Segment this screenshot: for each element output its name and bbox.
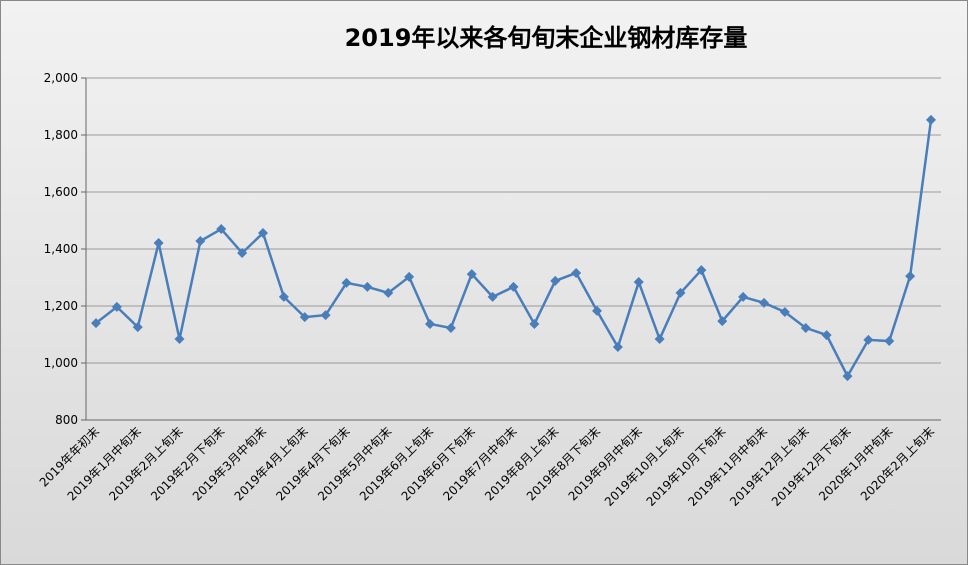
point	[111, 301, 122, 312]
point	[884, 336, 895, 347]
point	[278, 291, 289, 302]
point	[216, 224, 227, 235]
point	[299, 312, 310, 323]
point	[800, 322, 811, 333]
point	[529, 318, 540, 329]
point	[487, 291, 498, 302]
point	[383, 287, 394, 298]
point	[571, 267, 582, 278]
y-tick-label: 1,800	[44, 128, 78, 142]
point	[132, 322, 143, 333]
y-tick-label: 800	[55, 413, 78, 427]
point	[341, 277, 352, 288]
point	[696, 265, 707, 276]
point	[675, 287, 686, 298]
point	[779, 306, 790, 317]
point	[174, 334, 185, 345]
point	[153, 238, 164, 249]
point	[592, 305, 602, 316]
point	[926, 114, 936, 125]
y-tick-label: 2,000	[44, 71, 78, 85]
point	[445, 322, 456, 333]
point	[425, 318, 435, 329]
y-tick-label: 1,000	[44, 356, 78, 370]
point	[258, 228, 268, 239]
point	[550, 275, 561, 286]
point	[404, 271, 415, 282]
point	[320, 310, 331, 321]
y-tick-label: 1,400	[44, 242, 78, 256]
point	[759, 297, 769, 308]
point	[654, 334, 665, 345]
point	[821, 330, 832, 341]
point	[863, 334, 874, 345]
y-tick-label: 1,600	[44, 185, 78, 199]
point	[466, 269, 477, 280]
point	[237, 247, 248, 258]
point	[362, 281, 373, 292]
y-tick-label: 1,200	[44, 299, 78, 313]
point	[508, 281, 519, 292]
point	[717, 316, 728, 327]
point	[612, 342, 623, 353]
point	[195, 236, 206, 247]
point	[905, 271, 916, 282]
chart-title: 2019年以来各旬旬末企业钢材库存量	[345, 24, 748, 52]
point	[633, 277, 644, 288]
point	[91, 318, 101, 329]
point	[738, 291, 749, 302]
point	[842, 371, 853, 382]
